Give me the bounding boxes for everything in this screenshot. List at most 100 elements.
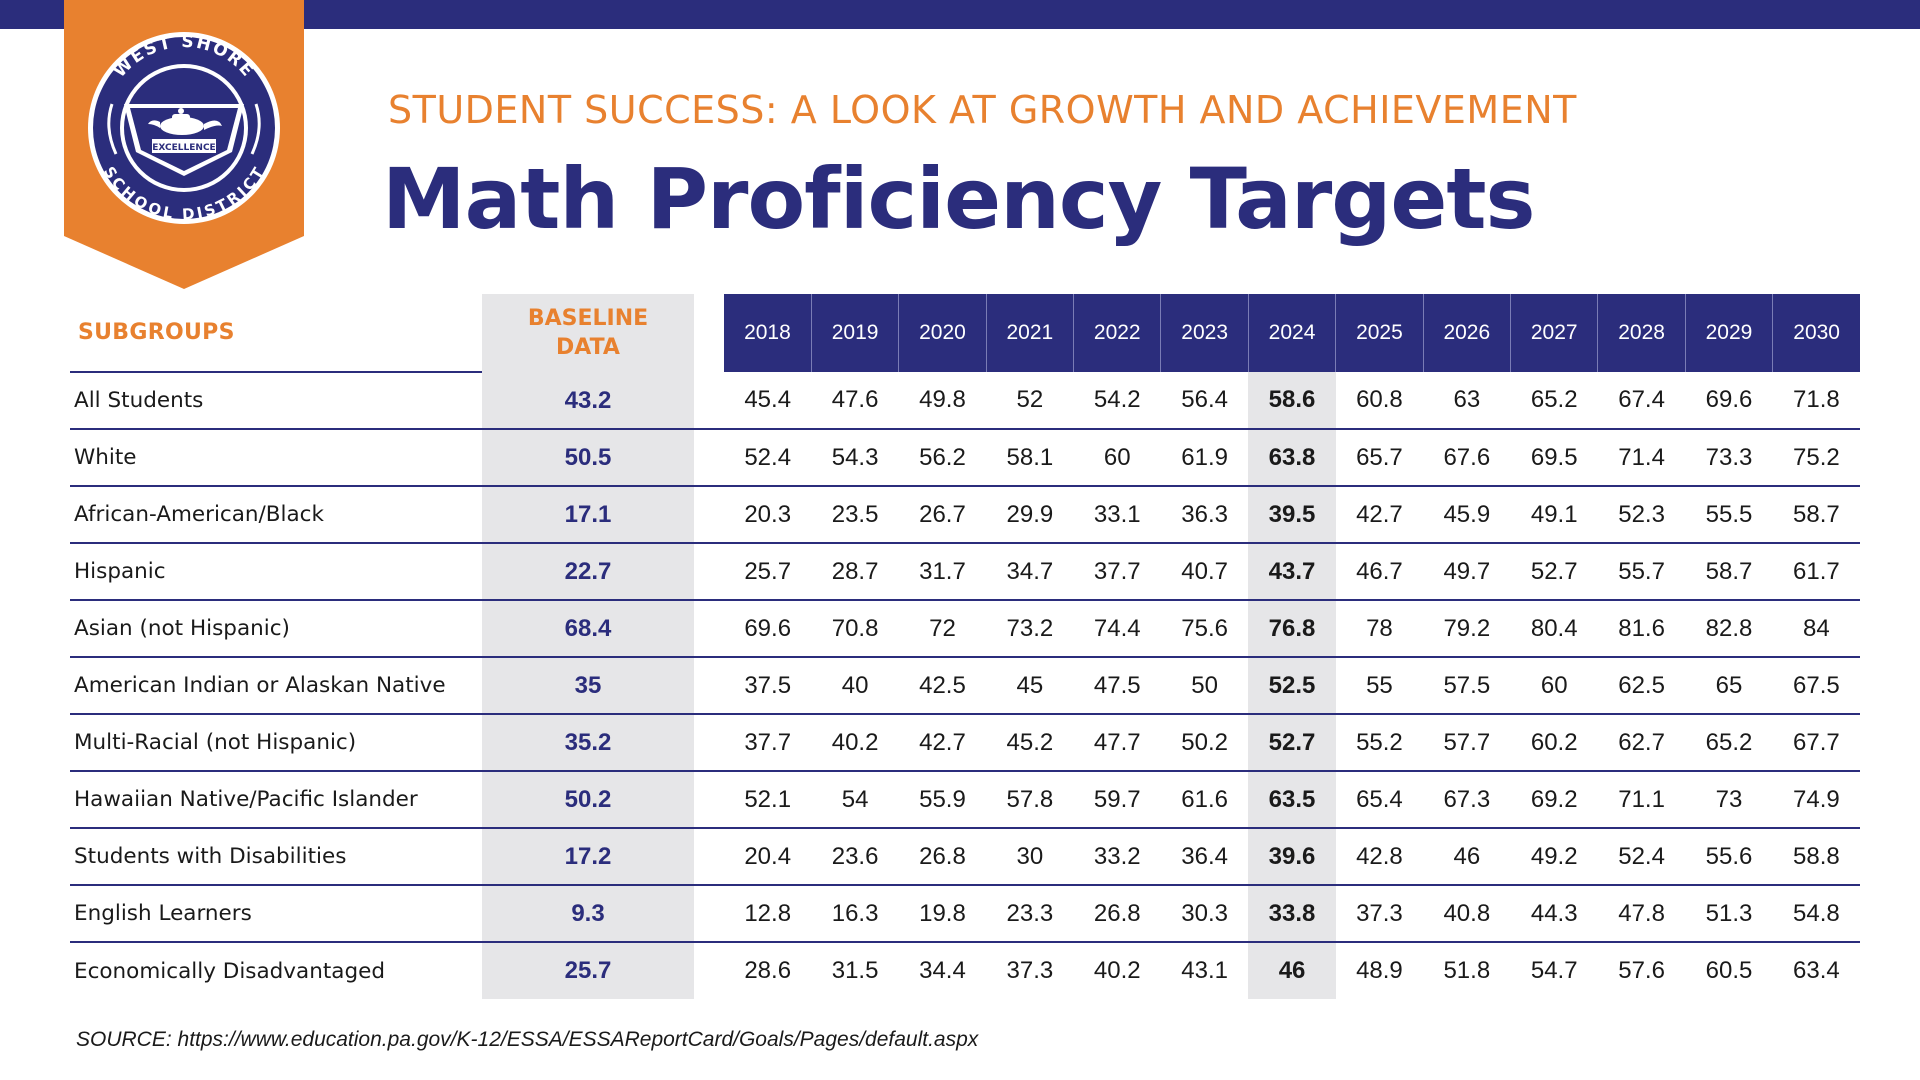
value-cell: 52 xyxy=(986,372,1074,430)
value-cell: 37.5 xyxy=(724,657,812,715)
value-cell: 78 xyxy=(1335,600,1424,658)
value-cell: 49.1 xyxy=(1510,486,1598,544)
value-cell: 42.7 xyxy=(1335,486,1424,544)
value-cell: 58.1 xyxy=(986,429,1074,487)
value-cell: 46 xyxy=(1423,828,1511,886)
value-cell: 40.2 xyxy=(811,714,899,772)
highlighted-value-cell: 63.5 xyxy=(1248,771,1336,829)
value-cell: 47.5 xyxy=(1073,657,1161,715)
value-cell: 33.2 xyxy=(1073,828,1161,886)
value-cell: 37.7 xyxy=(1073,543,1161,601)
value-cell: 54.2 xyxy=(1073,372,1161,430)
value-cell: 45.2 xyxy=(986,714,1074,772)
value-cell: 50.2 xyxy=(1160,714,1249,772)
value-cell: 44.3 xyxy=(1510,885,1598,943)
value-cell: 55.7 xyxy=(1597,543,1686,601)
value-cell: 61.6 xyxy=(1160,771,1249,829)
value-cell: 62.5 xyxy=(1597,657,1686,715)
table-row: All Students 43.2 45.4 47.6 49.8 52 54.2 56.4 58… xyxy=(70,372,1861,430)
value-cell: 60.5 xyxy=(1705,957,1753,984)
baseline-cell: 50.2 xyxy=(482,771,694,829)
value-cell: 67.5 xyxy=(1772,657,1861,715)
value-cell: 49.7 xyxy=(1423,543,1511,601)
source-citation: SOURCE: https://www.education.pa.gov/K-1… xyxy=(76,1028,979,1051)
table-row: Students with Disabilities 17.2 20.4 23.6 26… xyxy=(70,828,1861,886)
year-header: 2027 xyxy=(1510,294,1598,372)
year-header: 2021 xyxy=(985,294,1074,372)
value-cell: 73.3 xyxy=(1685,429,1773,487)
value-cell: 55 xyxy=(1335,657,1424,715)
highlighted-value-cell: 39.6 xyxy=(1248,828,1336,886)
value-cell: 29.9 xyxy=(986,486,1074,544)
value-cell: 65.4 xyxy=(1335,771,1424,829)
year-header: 2024 xyxy=(1247,294,1336,372)
value-cell: 52.4 xyxy=(724,429,812,487)
table-body: All Students 43.2 45.4 47.6 49.8 52 54.2 56.4 58… xyxy=(70,372,1861,999)
value-cell: 34.7 xyxy=(986,543,1074,601)
value-cell: 55.5 xyxy=(1685,486,1773,544)
gap-cell xyxy=(694,828,724,886)
page-subtitle: STUDENT SUCCESS: A LOOK AT GROWTH AND AC… xyxy=(388,88,1577,132)
gap-cell xyxy=(694,486,724,544)
value-cell: 46.7 xyxy=(1335,543,1424,601)
value-cell: 19.8 xyxy=(898,885,987,943)
value-cell: 47.8 xyxy=(1597,885,1686,943)
value-cell: 16.3 xyxy=(811,885,899,943)
value-cell: 37.3 xyxy=(1335,885,1424,943)
value-cell: 49.2 xyxy=(1510,828,1598,886)
value-cell: 48.9 xyxy=(1356,957,1403,984)
highlighted-value-cell: 76.8 xyxy=(1248,600,1336,658)
highlighted-value-cell: 52.5 xyxy=(1248,657,1336,715)
year-header: 2020 xyxy=(898,294,987,372)
value-cell: 40.7 xyxy=(1160,543,1249,601)
value-cell: 52.1 xyxy=(724,771,812,829)
header-gap-cell xyxy=(694,294,724,372)
highlighted-value-cell: 63.8 xyxy=(1248,429,1336,487)
subgroup-cell: Hispanic xyxy=(70,543,482,601)
value-cell: 74.9 xyxy=(1772,771,1861,829)
subgroup-cell: American Indian or Alaskan Native xyxy=(70,657,482,715)
value-cell: 47.6 xyxy=(811,372,899,430)
top-accent-bar xyxy=(0,0,1920,29)
page-title: Math Proficiency Targets xyxy=(382,150,1535,248)
value-cell: 52.3 xyxy=(1597,486,1686,544)
value-cell: 43.1 xyxy=(1181,957,1228,984)
value-cell: 71.8 xyxy=(1772,372,1861,430)
value-cell: 30.3 xyxy=(1160,885,1249,943)
highlighted-value-cell: 46 xyxy=(1248,942,1336,999)
subgroups-header: SUBGROUPS xyxy=(70,294,482,373)
value-cell: 60.8 xyxy=(1335,372,1424,430)
highlighted-value-cell: 33.8 xyxy=(1248,885,1336,943)
value-cell: 34.4 xyxy=(919,957,966,984)
subgroup-cell: English Learners xyxy=(70,885,482,943)
value-cell: 74.4 xyxy=(1073,600,1161,658)
year-header: 2018 xyxy=(724,294,812,372)
value-cell: 51.3 xyxy=(1685,885,1773,943)
value-cell: 31.7 xyxy=(898,543,987,601)
value-cell: 70.8 xyxy=(811,600,899,658)
value-cell: 73 xyxy=(1685,771,1773,829)
subgroup-cell: Multi-Racial (not Hispanic) xyxy=(70,714,482,772)
value-cell: 62.7 xyxy=(1597,714,1686,772)
value-cell: 20.3 xyxy=(724,486,812,544)
baseline-cell: 17.2 xyxy=(482,828,694,886)
value-cell: 79.2 xyxy=(1423,600,1511,658)
value-cell: 36.4 xyxy=(1160,828,1249,886)
value-cell: 56.2 xyxy=(898,429,987,487)
value-cell: 23.5 xyxy=(811,486,899,544)
value-cell: 49.8 xyxy=(898,372,987,430)
value-cell: 67.4 xyxy=(1597,372,1686,430)
value-cell: 69.6 xyxy=(1685,372,1773,430)
value-cell: 52.4 xyxy=(1597,828,1686,886)
year-header: 2025 xyxy=(1335,294,1424,372)
year-header: 2028 xyxy=(1597,294,1686,372)
gap-cell xyxy=(694,372,724,430)
value-cell: 65 xyxy=(1685,657,1773,715)
table-row: Hispanic 22.7 25.7 28.7 31.7 34.7 37.7 40.7 43.7… xyxy=(70,543,1861,601)
gap-cell xyxy=(694,942,724,999)
gap-cell xyxy=(694,429,724,487)
value-cell: 60 xyxy=(1073,429,1161,487)
value-cell: 28.6 xyxy=(744,957,792,984)
table-header-row: SUBGROUPS BASELINE DATA 2018 2019 2020 2021… xyxy=(70,294,1861,373)
value-cell: 26.7 xyxy=(898,486,987,544)
